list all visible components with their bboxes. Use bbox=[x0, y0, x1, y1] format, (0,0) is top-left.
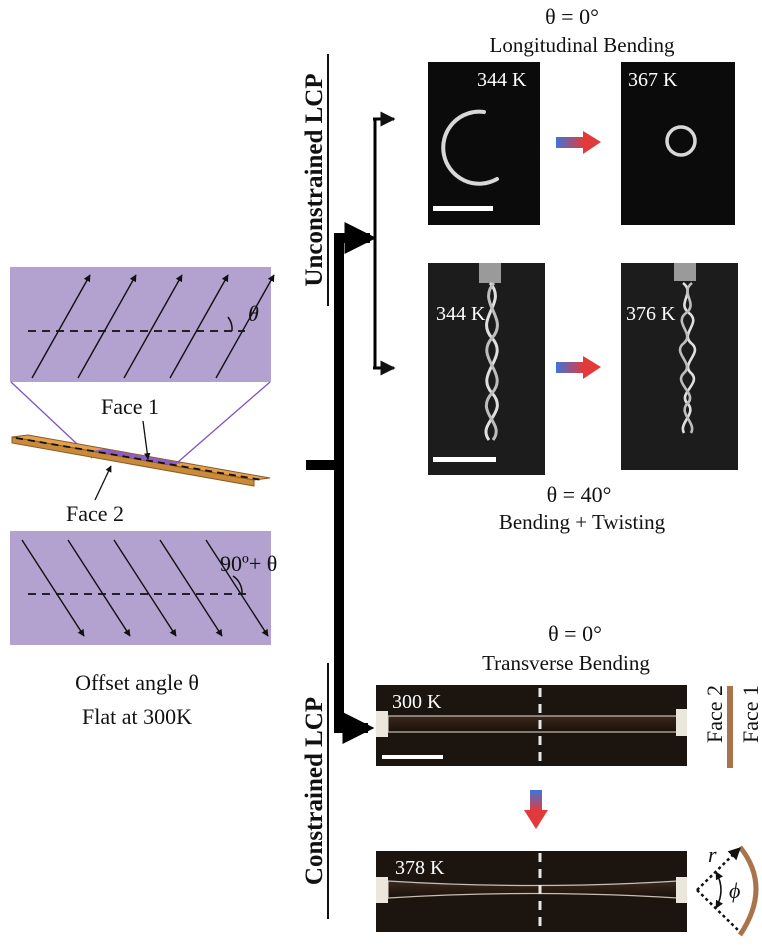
face1-side-label: Face 1 bbox=[738, 685, 762, 743]
director-arrow-bottom-1 bbox=[21, 539, 85, 637]
bent-strip-arc bbox=[441, 109, 499, 186]
left-clamp bbox=[376, 711, 388, 737]
face-orientation-legend: Face 2 Face 1 bbox=[702, 685, 762, 768]
helix-tight-a bbox=[681, 281, 697, 434]
top-lcp-rectangle bbox=[10, 267, 271, 382]
twisting-angle: θ = 40° bbox=[547, 482, 612, 507]
lcp-strip bbox=[11, 434, 271, 487]
bottom-angle-arc bbox=[232, 575, 243, 595]
strip-side-face bbox=[11, 436, 255, 487]
clamp-after bbox=[674, 263, 696, 281]
face1-label: Face 1 bbox=[101, 394, 159, 419]
transverse-before-photo: 300 K bbox=[376, 685, 687, 766]
phi-symbol: ϕ bbox=[729, 878, 740, 903]
radius-line-top bbox=[696, 847, 741, 891]
caption-flat: Flat at 300K bbox=[82, 704, 192, 729]
bottom-lcp-rectangle bbox=[10, 531, 271, 645]
radius-symbol: r bbox=[708, 842, 717, 867]
helix-tight-b bbox=[678, 281, 694, 434]
constrained-label-group: Constrained LCP bbox=[301, 663, 329, 919]
transverse-temp-before: 300 K bbox=[392, 691, 442, 713]
face2-label: Face 2 bbox=[66, 501, 124, 526]
twisting-temp-before: 344 K bbox=[436, 303, 486, 325]
bottom-director-panel: 90º+ θ bbox=[10, 531, 277, 645]
radius-line-bottom bbox=[696, 889, 741, 933]
face-bar bbox=[727, 686, 733, 768]
top-director-arrows bbox=[31, 274, 275, 379]
top-angle-arc bbox=[227, 316, 233, 332]
scale-bar bbox=[433, 206, 493, 211]
constrained-label: Constrained LCP bbox=[301, 697, 328, 885]
twisting-title: Bending + Twisting bbox=[499, 510, 666, 534]
longitudinal-after-photo: 367 K bbox=[621, 62, 735, 225]
director-arrow-top-4 bbox=[169, 274, 229, 379]
transverse-after-photo: 378 K bbox=[376, 851, 687, 932]
helix-strand-b bbox=[484, 281, 499, 441]
gradient-arrow-longitudinal bbox=[556, 131, 601, 154]
phi-arc bbox=[715, 871, 723, 909]
director-arrow-top-1 bbox=[31, 274, 91, 379]
transverse-title: Transverse Bending bbox=[482, 651, 650, 675]
gradient-arrow-twisting bbox=[556, 356, 601, 379]
face2-pointer bbox=[94, 465, 112, 501]
director-arrow-bottom-5 bbox=[205, 539, 269, 637]
top-angle-label: θ bbox=[248, 301, 259, 326]
director-arrow-top-2 bbox=[77, 274, 137, 379]
clamp bbox=[479, 263, 501, 283]
scale-bar-twist bbox=[433, 457, 496, 462]
transverse-angle: θ = 0° bbox=[548, 621, 602, 646]
caption-offset-angle: Offset angle θ bbox=[75, 670, 199, 695]
bottom-angle-label: 90º+ θ bbox=[220, 551, 277, 576]
longitudinal-title: Longitudinal Bending bbox=[490, 33, 675, 57]
unconstrained-label: Unconstrained LCP bbox=[301, 73, 328, 286]
curvature-schematic: r ϕ bbox=[696, 842, 759, 937]
director-arrow-top-3 bbox=[123, 274, 183, 379]
longitudinal-temp-after: 367 K bbox=[628, 69, 678, 91]
director-arrow-bottom-4 bbox=[159, 539, 223, 637]
longitudinal-angle: θ = 0° bbox=[545, 4, 599, 29]
face1-pointer bbox=[142, 420, 151, 460]
branch-tree bbox=[306, 111, 396, 745]
strip-dashed-axis bbox=[15, 437, 263, 481]
scale-bar-transverse bbox=[382, 755, 443, 759]
director-arrow-bottom-3 bbox=[113, 539, 177, 637]
bottom-director-arrows bbox=[21, 539, 269, 637]
curved-face-arc bbox=[737, 845, 759, 937]
twisting-after-photo: 376 K bbox=[621, 263, 738, 470]
gradient-arrow-transverse bbox=[524, 790, 548, 829]
coiled-strip-ring bbox=[665, 125, 697, 157]
top-director-panel: θ bbox=[10, 267, 275, 382]
strip-face1-region bbox=[92, 449, 182, 465]
right-clamp-after bbox=[676, 877, 687, 903]
twisting-temp-after: 376 K bbox=[626, 303, 676, 325]
flat-strip bbox=[387, 715, 679, 733]
left-clamp-after bbox=[376, 877, 388, 903]
unconstrained-label-group: Unconstrained LCP bbox=[301, 54, 329, 306]
twisting-before-photo: 344 K bbox=[428, 263, 545, 475]
director-arrow-top-5 bbox=[215, 274, 275, 379]
zoom-line-right bbox=[177, 381, 271, 463]
longitudinal-temp-before: 344 K bbox=[477, 69, 527, 91]
longitudinal-before-photo: 344 K bbox=[428, 62, 540, 225]
face2-side-label: Face 2 bbox=[702, 685, 727, 743]
director-arrow-bottom-2 bbox=[67, 539, 131, 637]
right-clamp bbox=[676, 709, 687, 736]
transverse-temp-after: 378 K bbox=[395, 857, 445, 879]
